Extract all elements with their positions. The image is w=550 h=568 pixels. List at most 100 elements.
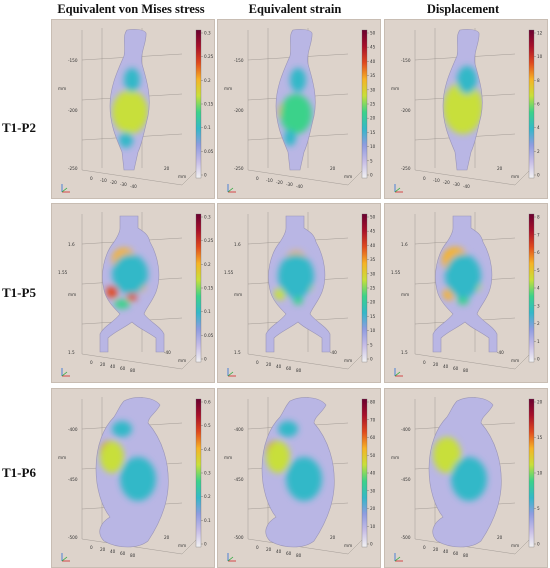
colorbar-tick-label: 0.5: [204, 423, 211, 428]
colorbar-tick-label: 0: [370, 173, 373, 178]
axis-tick-label: -30: [453, 182, 460, 187]
axis-tick-label: -10: [266, 178, 273, 183]
axis-tick-label: -40: [330, 350, 337, 355]
column-header-1: Equivalent von Mises stress: [57, 2, 205, 16]
colorbar-tick-label: 0: [370, 542, 373, 547]
model-outline: [275, 29, 316, 171]
axis-tick-label: mm: [391, 455, 399, 460]
axis-tick-label: -10: [100, 178, 107, 183]
colorbar-tick-label: 0: [204, 173, 207, 178]
axis-tick-label: -40: [497, 350, 504, 355]
row-label-2: T1-P5: [2, 285, 36, 300]
axis-tick-label: 1.6: [401, 242, 408, 247]
aneurysm-3d-model: -400 -450 mm -500 0 20 40 60 80 20 mm 20 15 10 5 0: [391, 397, 543, 562]
colorbar-tick-label: 3: [537, 303, 540, 308]
colorbar-tick-label: 70: [370, 417, 376, 422]
colorbar-tick-label: 4: [537, 286, 540, 291]
axis-tick-label: 40: [110, 364, 116, 369]
axis-tick-label: mm: [511, 358, 519, 363]
axis-tick-label: 0: [256, 360, 259, 365]
axis-tick-label: -40: [130, 184, 137, 189]
panel-p6-col1: -400 -450 mm -500 0 20 40 60 80 20 mm 0.6 0.5 0.4 0.3 0…: [51, 388, 215, 568]
colorbar-tick-label: 30: [370, 488, 376, 493]
axis-tick-label: 80: [463, 553, 469, 558]
colorbar-tick-label: 60: [370, 435, 376, 440]
colorbar-tick-label: 20: [537, 400, 543, 405]
axis-tick-label: 20: [433, 547, 439, 552]
colorbar: [195, 398, 202, 548]
axis-tick-label: 20: [266, 547, 272, 552]
colorbar-tick-label: 0.25: [204, 238, 214, 243]
colorbar-tick-label: 10: [537, 471, 543, 476]
axis-triad-icon: [61, 553, 70, 562]
colorbar: [195, 29, 202, 179]
column-header-2: Equivalent strain: [248, 2, 342, 16]
axis-tick-label: -150: [401, 58, 411, 63]
colorbar-tick-label: 4: [537, 125, 540, 130]
colorbar-tick-label: 40: [370, 59, 376, 64]
colorbar-tick-label: 0.2: [204, 494, 211, 499]
colorbar: [195, 213, 202, 363]
axis-tick-label: 0: [256, 545, 259, 550]
axis-tick-label: -450: [234, 477, 244, 482]
colorbar-tick-label: 25: [370, 286, 376, 291]
axis-tick-label: 80: [130, 368, 136, 373]
axis-tick-label: mm: [68, 292, 76, 297]
axis-triad-icon: [61, 368, 70, 377]
colorbar-tick-label: 7: [537, 232, 540, 237]
axis-tick-label: -200: [234, 108, 244, 113]
axis-tick-label: 40: [443, 364, 449, 369]
row-label-1: T1-P2: [2, 120, 36, 135]
model-outline: [95, 397, 169, 548]
model-outline: [99, 215, 165, 353]
colorbar: [361, 213, 368, 363]
colorbar-tick-label: 25: [370, 102, 376, 107]
colorbar-tick-label: 12: [537, 31, 543, 36]
axis-triad-icon: [394, 184, 403, 193]
model-outline: [428, 397, 502, 548]
colorbar: [361, 398, 368, 548]
colorbar: [528, 213, 535, 363]
axis-triad-icon: [227, 553, 236, 562]
axis-tick-label: 1.5: [234, 350, 241, 355]
axis-tick-label: 40: [276, 364, 282, 369]
axis-tick-label: -400: [68, 427, 78, 432]
colorbar-tick-label: 10: [370, 144, 376, 149]
colorbar-tick-label: 0.25: [204, 54, 214, 59]
model-outline: [432, 215, 498, 353]
panel-p6-col3: -400 -450 mm -500 0 20 40 60 80 20 mm 20 15 10 5 0: [384, 388, 548, 568]
colorbar-tick-label: 0.3: [204, 471, 211, 476]
panel-p2-col3: -150 -200 mm -250 0 -10 -20 -30 -40 20 mm 12 10 8 6 4 2 0: [384, 19, 548, 199]
colorbar-tick-label: 8: [537, 78, 540, 83]
colorbar-tick-label: 20: [370, 300, 376, 305]
aneurysm-3d-model: -400 -450 mm -500 0 20 40 60 80 20 mm 80 70 60 50 40 30 2…: [224, 397, 376, 562]
colorbar-tick-label: 15: [370, 130, 376, 135]
colorbar: [361, 29, 368, 179]
axis-tick-label: mm: [224, 86, 232, 91]
panel-p2-col2: -150 -200 mm -250 0 -10 -20 -30 -40 20 mm 50 45 40 35 3…: [217, 19, 381, 199]
colorbar-tick-label: 80: [370, 400, 376, 405]
axis-tick-label: 20: [497, 535, 503, 540]
colorbar-tick-label: 40: [370, 243, 376, 248]
axis-tick-label: mm: [511, 174, 519, 179]
axis-tick-label: -40: [296, 184, 303, 189]
axis-tick-label: 20: [266, 362, 272, 367]
axis-tick-label: -150: [234, 58, 244, 63]
colorbar-tick-label: 6: [537, 102, 540, 107]
colorbar-tick-label: 20: [370, 506, 376, 511]
colorbar-tick-label: 50: [370, 31, 376, 36]
model-outline: [442, 29, 483, 171]
colorbar-tick-label: 45: [370, 229, 376, 234]
colorbar-tick-label: 40: [370, 471, 376, 476]
axis-triad-icon: [394, 553, 403, 562]
colorbar-tick-label: 0.4: [204, 447, 211, 452]
colorbar-tick-label: 0.3: [204, 215, 211, 220]
colorbar-tick-label: 0.05: [204, 333, 214, 338]
colorbar-tick-label: 35: [370, 257, 376, 262]
axis-tick-label: 20: [497, 166, 503, 171]
colorbar-tick-label: 1: [537, 339, 540, 344]
axis-tick-label: 60: [286, 551, 292, 556]
axis-tick-label: mm: [511, 543, 519, 548]
axis-tick-label: -20: [276, 180, 283, 185]
